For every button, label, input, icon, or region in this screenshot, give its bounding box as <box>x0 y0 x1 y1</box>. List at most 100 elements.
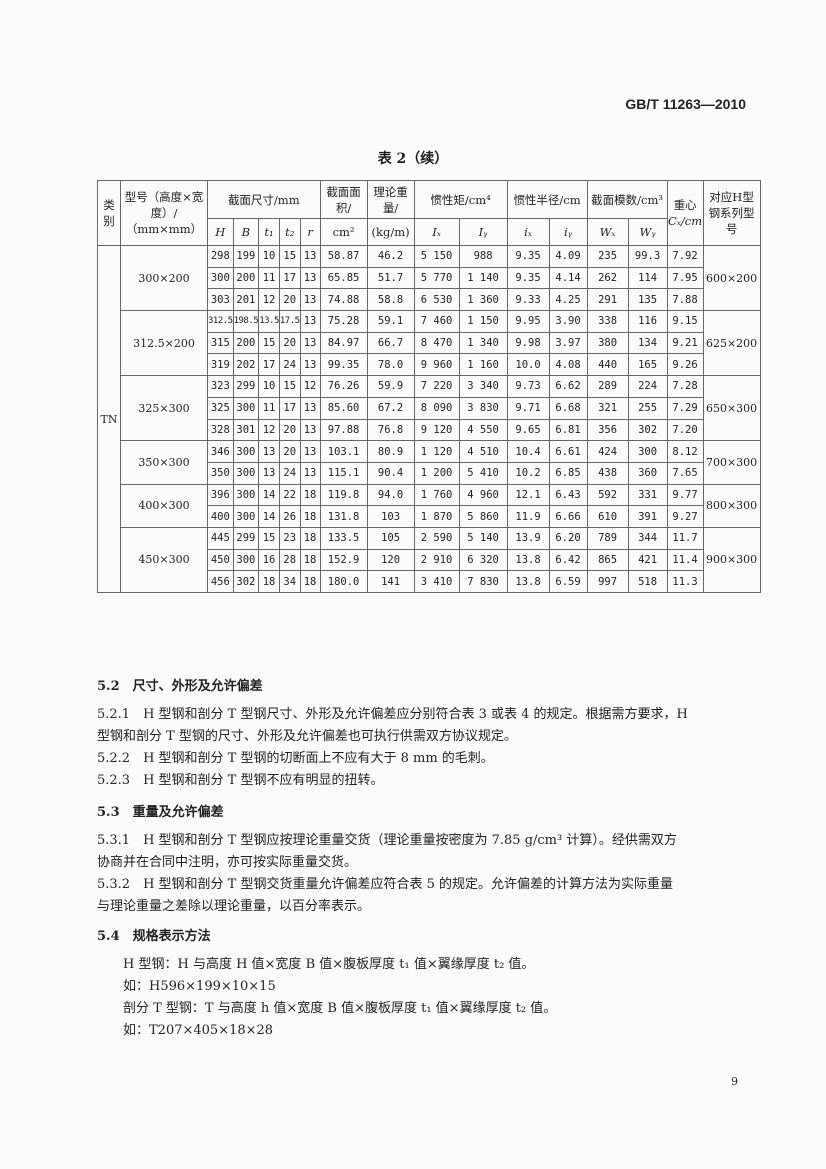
header-cg: 重心 Cₓ/cm <box>666 180 704 246</box>
value-cell: 1 360 <box>458 288 508 312</box>
value-cell: 12 <box>258 418 280 442</box>
value-cell: 152.9 <box>319 548 368 572</box>
r-label: r <box>307 225 313 239</box>
value-cell: 5 770 <box>413 266 460 290</box>
para-5-3-2b: 与理论重量之差除以理论重量，以百分率表示。 <box>97 899 371 914</box>
value-cell: 18 <box>299 570 321 593</box>
value-cell: 5 860 <box>458 505 508 528</box>
t1-label: t₁ <box>264 225 274 239</box>
para-5-2-3: 5.2.3 H 型钢和剖分 T 型钢不应有明显的扭转。 <box>97 773 384 788</box>
table-row: 325 300 11 17 13 85.60 67.2 8 090 3 830 9.71 6.68 3… <box>98 396 761 420</box>
value-cell: 13.8 <box>506 570 550 593</box>
header-modulus: 截面模数/cm³ <box>586 180 668 219</box>
model-cell: 300×200 <box>120 244 208 312</box>
value-cell: 325 <box>207 396 234 420</box>
value-cell: 3 830 <box>458 396 508 420</box>
value-cell: 9.65 <box>506 418 550 442</box>
standard-number: GB/T 11263—2010 <box>625 96 746 112</box>
value-cell: 133.5 <box>319 526 368 550</box>
value-cell: 18 <box>299 483 321 507</box>
value-cell: 360 <box>627 461 668 485</box>
value-cell: 26 <box>278 505 301 528</box>
para-5-4b: 如：H596×199×10×15 <box>123 979 276 994</box>
value-cell: 865 <box>586 548 629 572</box>
value-cell: 18 <box>258 570 280 593</box>
value-cell: 12.1 <box>506 483 550 507</box>
value-cell: 199 <box>232 245 260 268</box>
value-cell: 13 <box>299 396 321 420</box>
value-cell: 13 <box>299 245 321 268</box>
value-cell: 6.43 <box>548 483 588 507</box>
value-cell: 9.35 <box>506 266 550 290</box>
value-cell: 141 <box>366 570 415 593</box>
value-cell: 24 <box>278 461 301 485</box>
value-cell: 300 <box>232 548 260 572</box>
value-cell: 7.20 <box>666 418 704 442</box>
section-5-3-heading: 5.3 重量及允许偏差 <box>97 805 224 820</box>
para-5-3-2a: 5.3.2 H 型钢和剖分 T 型钢交货重量允许偏差应符合表 5 的规定。允许偏… <box>97 877 674 892</box>
value-cell: 114 <box>627 266 668 290</box>
value-cell: 2 910 <box>413 548 460 572</box>
value-cell: 97.88 <box>319 418 368 442</box>
value-cell: 300 <box>232 461 260 485</box>
value-cell: 103 <box>366 505 415 528</box>
value-cell: 289 <box>586 375 629 398</box>
value-cell: 9.33 <box>506 288 550 312</box>
header-hseries: 对应H型钢系列型号 <box>702 180 761 246</box>
value-cell: 7 830 <box>458 570 508 593</box>
value-cell: 421 <box>627 548 668 572</box>
value-cell: 200 <box>232 266 260 290</box>
value-cell: 4.08 <box>548 353 588 377</box>
value-cell: 4 550 <box>458 418 508 442</box>
value-cell: 6.20 <box>548 526 588 550</box>
value-cell: 3 410 <box>413 570 460 593</box>
table-row: 300 200 11 17 13 65.85 51.7 5 770 1 140 9.35 4.14 2… <box>98 266 761 290</box>
value-cell: 7 460 <box>413 310 460 333</box>
model-cell: 400×300 <box>120 483 208 528</box>
value-cell: 13 <box>258 440 280 463</box>
value-cell: 9.77 <box>666 483 704 507</box>
header-ix: iₓ <box>506 218 550 246</box>
value-cell: 997 <box>586 570 629 593</box>
t2-label: t₂ <box>285 225 295 239</box>
value-cell: 7.28 <box>666 375 704 398</box>
value-cell: 6.59 <box>548 570 588 593</box>
para-5-2-1a: 5.2.1 H 型钢和剖分 T 型钢尺寸、外形及允许偏差应分别符合表 3 或表 … <box>97 707 688 722</box>
value-cell: 518 <box>627 570 668 593</box>
value-cell: 34 <box>278 570 301 593</box>
value-cell: 13 <box>299 461 321 485</box>
value-cell: 11 <box>258 266 280 290</box>
value-cell: 135 <box>627 288 668 312</box>
value-cell: 28 <box>278 548 301 572</box>
value-cell: 302 <box>232 570 260 593</box>
value-cell: 9.21 <box>666 331 704 355</box>
value-cell: 6.62 <box>548 375 588 398</box>
header-t2: t₂ <box>278 218 301 246</box>
hseries-cell: 625×200 <box>702 310 761 377</box>
value-cell: 17 <box>278 266 301 290</box>
value-cell: 6.61 <box>548 440 588 463</box>
value-cell: 9.95 <box>506 310 550 333</box>
hseries-cell: 800×300 <box>702 483 761 528</box>
hseries-cell: 700×300 <box>702 440 761 485</box>
value-cell: 450 <box>207 548 234 572</box>
value-cell: 1 160 <box>458 353 508 377</box>
para-5-2-2: 5.2.2 H 型钢和剖分 T 型钢的切断面上不应有大于 8 mm 的毛刺。 <box>97 751 494 766</box>
value-cell: 78.0 <box>366 353 415 377</box>
value-cell: 24 <box>278 353 301 377</box>
value-cell: 198.5 <box>232 310 260 333</box>
para-5-2-1b: 型钢和剖分 T 型钢的尺寸、外形及允许偏差也可执行供需双方协议规定。 <box>97 729 517 744</box>
value-cell: 1 120 <box>413 440 460 463</box>
value-cell: 456 <box>207 570 234 593</box>
value-cell: 3 340 <box>458 375 508 398</box>
header-iy: iᵧ <box>548 218 588 246</box>
value-cell: 13 <box>299 310 321 333</box>
value-cell: 14 <box>258 483 280 507</box>
value-cell: 7.88 <box>666 288 704 312</box>
table-row: 312.5×200 312.5 198.5 13.5 17.5 13 75.28 59.1 7 … <box>98 310 761 377</box>
value-cell: 301 <box>232 418 260 442</box>
value-cell: 12 <box>299 375 321 398</box>
table-row: 456 302 18 34 18 180.0 141 3 410 7 830 13.8 6.59 99… <box>98 570 761 593</box>
model-cell: 350×300 <box>120 440 208 485</box>
value-cell: 8.12 <box>666 440 704 463</box>
